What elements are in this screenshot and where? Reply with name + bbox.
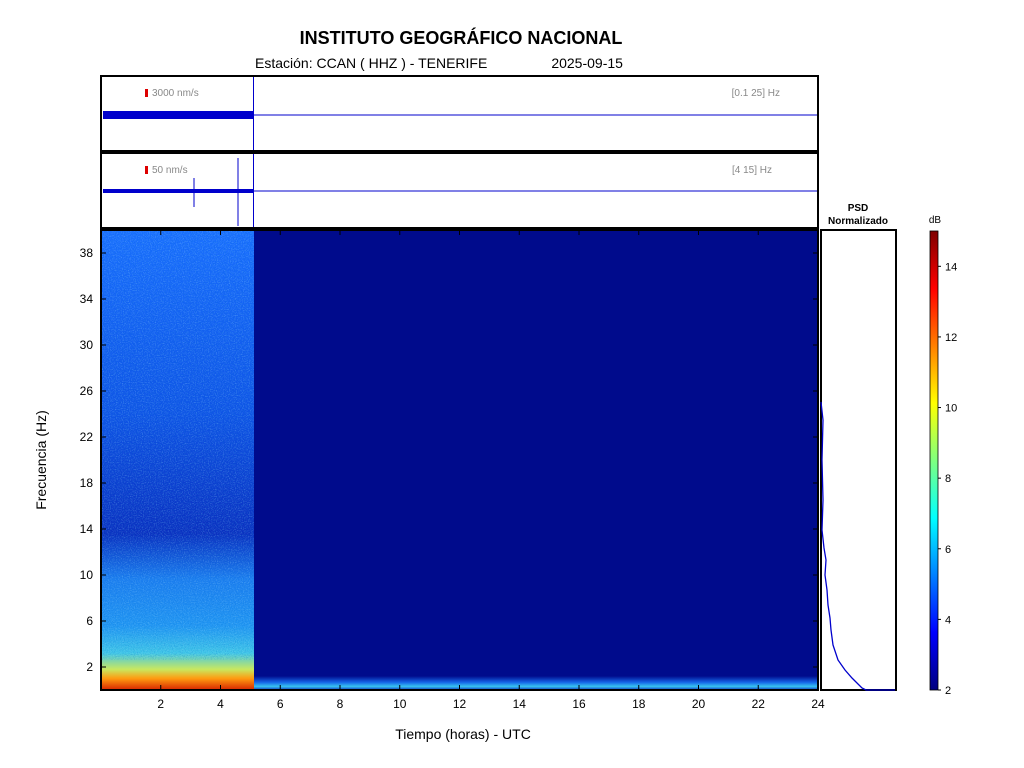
colorbar-tick-label: 4 xyxy=(945,614,951,626)
x-tick-label: 20 xyxy=(692,697,706,711)
y-tick-label: 38 xyxy=(80,246,94,260)
psd-curve xyxy=(820,401,895,691)
x-tick-label: 24 xyxy=(811,697,825,711)
trace-panel-broadband: 3000 nm/s [0.1 25] Hz xyxy=(100,75,819,152)
y-tick-label: 26 xyxy=(80,384,94,398)
spectrogram-heatmap: 2 4 6 8 10 12 14 16 18 20 22 24 261014182226303438 … xyxy=(33,229,825,742)
scale-label-filtered: 50 nm/s xyxy=(152,165,188,176)
x-tick-label: 2 xyxy=(157,697,164,711)
y-tick-label: 14 xyxy=(80,522,94,536)
waveform-filtered xyxy=(103,189,253,193)
y-tick-label: 10 xyxy=(80,568,94,582)
colorbar-tick-label: 8 xyxy=(945,473,951,485)
x-tick-label: 10 xyxy=(393,697,407,711)
scale-marker-icon xyxy=(145,166,148,174)
waveform-broadband xyxy=(103,111,253,119)
scale-marker-icon xyxy=(145,89,148,97)
colorbar-tick-label: 2 xyxy=(945,685,951,697)
band-label-filtered: [4 15] Hz xyxy=(732,165,772,176)
spectrogram-low-freq-band xyxy=(254,676,818,690)
colorbar-tick-label: 6 xyxy=(945,544,951,556)
colorbar-tick-label: 10 xyxy=(945,403,957,415)
x-tick-label: 12 xyxy=(453,697,467,711)
x-axis-label: Tiempo (horas) - UTC xyxy=(395,726,531,742)
scale-label-broadband: 3000 nm/s xyxy=(152,88,199,99)
y-tick-label: 22 xyxy=(80,430,94,444)
y-tick-label: 6 xyxy=(86,614,93,628)
x-axis: 2 4 6 8 10 12 14 16 18 20 22 24 xyxy=(157,230,825,711)
y-tick-label: 18 xyxy=(80,476,94,490)
psd-title: PSD xyxy=(848,203,869,214)
x-tick-label: 4 xyxy=(217,697,224,711)
x-tick-label: 22 xyxy=(752,697,766,711)
x-tick-label: 16 xyxy=(572,697,586,711)
psd-subtitle: Normalizado xyxy=(828,216,888,227)
x-tick-label: 14 xyxy=(513,697,527,711)
x-tick-label: 8 xyxy=(337,697,344,711)
station-subtitle: Estación: CCAN ( HHZ ) - TENERIFE 2025-09… xyxy=(255,55,623,71)
band-label-broadband: [0.1 25] Hz xyxy=(732,88,780,99)
trace-panel-filtered: 50 nm/s [4 15] Hz xyxy=(100,152,819,229)
psd-panel: PSD Normalizado xyxy=(820,203,897,691)
y-axis-label: Frecuencia (Hz) xyxy=(33,410,49,510)
date-label: 2025-09-15 xyxy=(551,55,623,71)
x-tick-label: 6 xyxy=(277,697,284,711)
x-tick-label: 18 xyxy=(632,697,646,711)
colorbar-tick-label: 14 xyxy=(945,261,957,273)
station-label: Estación: CCAN ( HHZ ) - TENERIFE xyxy=(255,55,488,71)
colorbar: dB 2 4 6 8 10 12 14 xyxy=(929,215,957,697)
y-tick-label: 2 xyxy=(86,660,93,674)
chart-title: INSTITUTO GEOGRÁFICO NACIONAL xyxy=(299,28,623,48)
colorbar-unit: dB xyxy=(929,215,942,226)
y-tick-label: 34 xyxy=(80,292,94,306)
y-tick-label: 30 xyxy=(80,338,94,352)
colorbar-tick-label: 12 xyxy=(945,332,957,344)
